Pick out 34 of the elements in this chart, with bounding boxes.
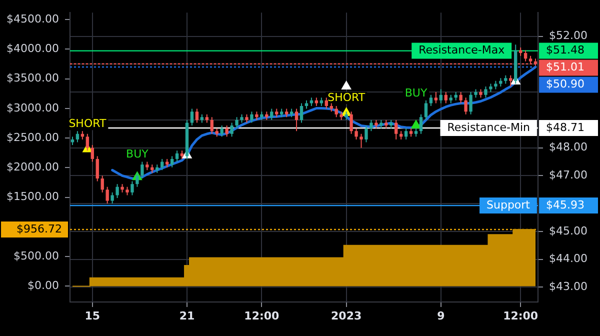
y-tick-label: $500.00 (14, 249, 59, 262)
y2-tick-label: $52.00 (549, 29, 588, 42)
y-tick-label: $3000.00 (6, 101, 59, 114)
y-tick-label: $4000.00 (6, 42, 59, 55)
x-tick-label: 9 (437, 309, 445, 322)
y-tick-label: $956.72 (16, 222, 62, 236)
y2-tick-label: $44.00 (549, 252, 588, 266)
x-tick-label: 12:00 (244, 309, 280, 322)
y2-tick-label: $47.00 (549, 168, 588, 182)
data-label: SHORT (328, 90, 366, 104)
y2-tick-label: $43.00 (549, 280, 588, 294)
y2-tick-label: $51.48 (546, 44, 584, 57)
y-tick-label: $3500.00 (6, 72, 59, 85)
y-tick-label: $2500.00 (6, 130, 59, 144)
x-tick-label: 2023 (331, 309, 362, 322)
y2-tick-label: $48.71 (546, 120, 584, 134)
ref-line-label: $51.01 (546, 60, 584, 74)
x-tick-label: 12:00 (503, 309, 538, 322)
data-label: SHORT (68, 116, 106, 130)
ref-line-label: Support (486, 198, 531, 212)
y2-tick-label: $48.00 (549, 140, 588, 154)
y2-tick-label: $45.93 (546, 198, 584, 212)
y-tick-label: $2000.00 (6, 160, 59, 174)
data-label: BUY (126, 148, 149, 161)
ref-line-label: $50.90 (546, 78, 584, 91)
y-tick-label: $0.00 (28, 279, 59, 292)
x-tick-label: 15 (84, 309, 100, 322)
ref-line-label: Resistance-Max (418, 44, 506, 57)
y2-tick-label: $45.00 (549, 224, 588, 238)
x-tick-label: 21 (179, 309, 195, 322)
ref-line-label: Resistance-Min (447, 120, 530, 134)
data-label: BUY (404, 86, 428, 100)
y-tick-label: $1500.00 (6, 190, 59, 204)
y-tick-label: $4500.00 (6, 12, 59, 26)
